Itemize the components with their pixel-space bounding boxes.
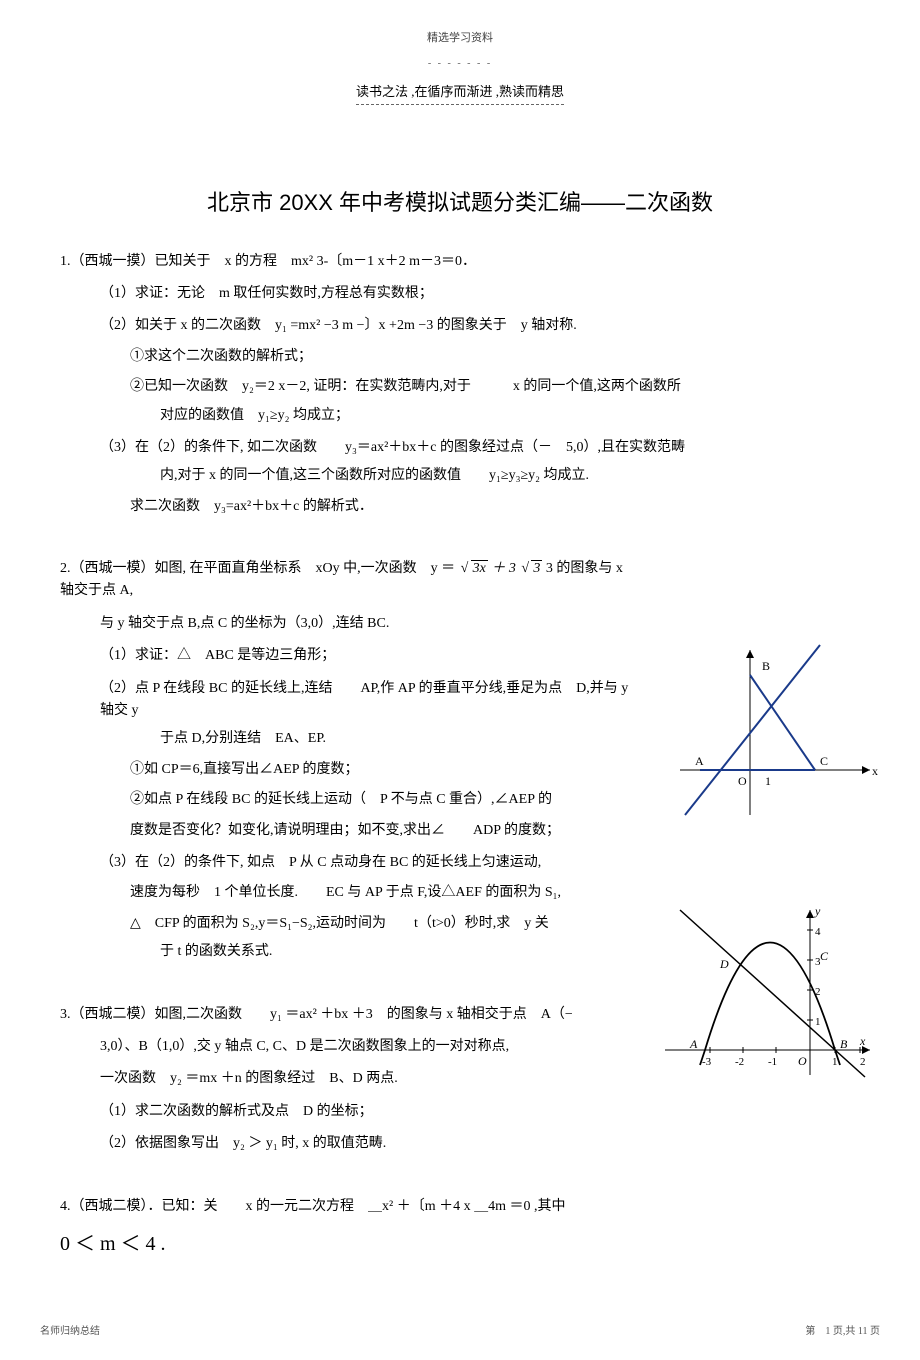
label-B: B bbox=[762, 659, 770, 673]
problem-4: 4.（西城二模）．已知：关 x 的一元二次方程 ＿x² ＋〔m ＋4 x ＿4m… bbox=[60, 1196, 860, 1260]
header-quote: 读书之法 ,在循序而渐进 ,熟读而精思 bbox=[356, 82, 564, 106]
p2-part2-1: ①如 CP＝6,直接写出∠AEP 的度数； bbox=[60, 759, 640, 781]
problem-1: 1.（西城一摸）已知关于 x 的方程 mx² 3-〔m－1 x＋2 m－3＝0．… bbox=[60, 251, 860, 519]
label-A2: A bbox=[689, 1037, 698, 1051]
sqrt-1: 3x bbox=[471, 560, 488, 576]
p2-part2: （2）点 P 在线段 BC 的延长线上,连结 AP,作 AP 的垂直平分线,垂足… bbox=[60, 678, 640, 723]
p2-stem: 2.（西城一模）如图, 在平面直角坐标系 xOy 中,一次函数 y ＝ 3x ＋… bbox=[60, 558, 640, 603]
p3-part1: （1）求二次函数的解析式及点 D 的坐标； bbox=[60, 1101, 640, 1123]
p4-stem: 4.（西城二模）．已知：关 x 的一元二次方程 ＿x² ＋〔m ＋4 x ＿4m… bbox=[60, 1196, 860, 1218]
p2-part1: （1）求证：△ ABC 是等边三角形； bbox=[60, 645, 640, 667]
p3-l3: 一次函数 y₂ ＝mx ＋n 的图象经过 B、D 两点. bbox=[60, 1068, 640, 1090]
label-y2: y bbox=[814, 904, 821, 918]
label-C2: C bbox=[820, 949, 829, 963]
label-A: A bbox=[695, 754, 704, 768]
label-C: C bbox=[820, 754, 828, 768]
p3-stem: 3.（西城二模）如图,二次函数 y₁ ＝ax² ＋bx ＋3 的图象与 x 轴相… bbox=[60, 1004, 640, 1026]
label-D2: D bbox=[719, 957, 729, 971]
label-B2: B bbox=[840, 1037, 848, 1051]
p1-part3-cont2: 求二次函数 y₃=ax²＋bx＋c 的解析式． bbox=[60, 496, 860, 518]
graph-triangle: A C B O 1 x bbox=[680, 640, 880, 820]
tick-x-3: 1 bbox=[832, 1056, 838, 1068]
plus: ＋ 3 bbox=[491, 561, 516, 576]
tick-y-0: 1 bbox=[815, 1016, 821, 1028]
page-title: 北京市 20XX 年中考模拟试题分类汇编——二次函数 bbox=[60, 185, 860, 220]
sqrt-2: 3 bbox=[531, 560, 542, 576]
p2-part3-cont3: 于 t 的函数关系式. bbox=[60, 941, 640, 963]
p2-part2-cont: 于点 D,分别连结 EA、EP. bbox=[60, 728, 640, 750]
footer-left: 名师归纳总结 bbox=[40, 1324, 100, 1340]
top-label: 精选学习资料 bbox=[60, 30, 860, 48]
p1-part3-cont1: 内,对于 x 的同一个值,这三个函数所对应的函数值 y₁≥y₃≥y₂ 均成立. bbox=[60, 465, 860, 487]
p1-part2: （2）如关于 x 的二次函数 y₁ =mx² −3 m −〕x +2m −3 的… bbox=[60, 315, 860, 337]
p2-part2-2-cont: 度数是否变化？如变化,请说明理由；如不变,求出∠ ADP 的度数； bbox=[60, 820, 640, 842]
p2-stem-a: 2.（西城一模）如图, 在平面直角坐标系 xOy 中,一次函数 y ＝ bbox=[60, 561, 455, 576]
p4-l2: 0 ＜ m ＜ 4 . bbox=[60, 1228, 860, 1260]
p1-part2-2: ②已知一次函数 y₂＝2 x－2, 证明：在实数范畴内,对于 x 的同一个值,这… bbox=[60, 376, 860, 398]
tick-x-1: -2 bbox=[735, 1056, 744, 1068]
p2-l2: 与 y 轴交于点 B,点 C 的坐标为（3,0）,连结 BC. bbox=[60, 613, 640, 635]
tick-x-2: -1 bbox=[768, 1056, 777, 1068]
label-x2: x bbox=[859, 1034, 866, 1048]
tick-y-3: 4 bbox=[815, 926, 821, 938]
p1-part2-1: ①求这个二次函数的解析式； bbox=[60, 346, 860, 368]
p1-part2-2-cont: 对应的函数值 y₁≥y₂ 均成立； bbox=[60, 405, 860, 427]
p1-part3: （3）在（2）的条件下, 如二次函数 y₃＝ax²＋bx＋c 的图象经过点（－ … bbox=[60, 437, 860, 459]
label-O2: O bbox=[798, 1054, 807, 1068]
footer-right: 第 1 页,共 11 页 bbox=[805, 1324, 880, 1340]
p2-part3-cont1: 速度为每秒 1 个单位长度. EC 与 AP 于点 F,设△AEF 的面积为 S… bbox=[60, 882, 640, 904]
p2-part3-cont2: △ CFP 的面积为 S₂,y＝S₁−S₂,运动时间为 t（t>0）秒时,求 y… bbox=[60, 913, 640, 935]
label-O: O bbox=[738, 774, 747, 788]
tick-x-0: -3 bbox=[702, 1056, 712, 1068]
tick-x-4: 2 bbox=[860, 1056, 866, 1068]
p2-part2-2: ②如点 P 在线段 BC 的延长线上运动（ P 不与点 C 重合）,∠AEP 的 bbox=[60, 789, 640, 811]
graph-parabola: -3 -2 -1 1 2 1 2 3 4 A B C D O x y bbox=[660, 900, 880, 1080]
p2-part3: （3）在（2）的条件下, 如点 P 从 C 点动身在 BC 的延长线上匀速运动, bbox=[60, 852, 640, 874]
label-x: x bbox=[872, 764, 878, 778]
tick-y-1: 2 bbox=[815, 986, 821, 998]
p3-part2: （2）依据图象写出 y₂ ＞ y₁ 时, x 的取值范畴. bbox=[60, 1133, 640, 1155]
p3-l2: 3,0）、B（1,0）,交 y 轴点 C, C、D 是二次函数图象上的一对对称点… bbox=[60, 1036, 640, 1058]
p1-part1: （1）求证：无论 m 取任何实数时,方程总有实数根； bbox=[60, 283, 860, 305]
p1-stem: 1.（西城一摸）已知关于 x 的方程 mx² 3-〔m－1 x＋2 m－3＝0． bbox=[60, 251, 860, 273]
dotted-line: - - - - - - - bbox=[60, 56, 860, 72]
label-1: 1 bbox=[765, 774, 771, 788]
